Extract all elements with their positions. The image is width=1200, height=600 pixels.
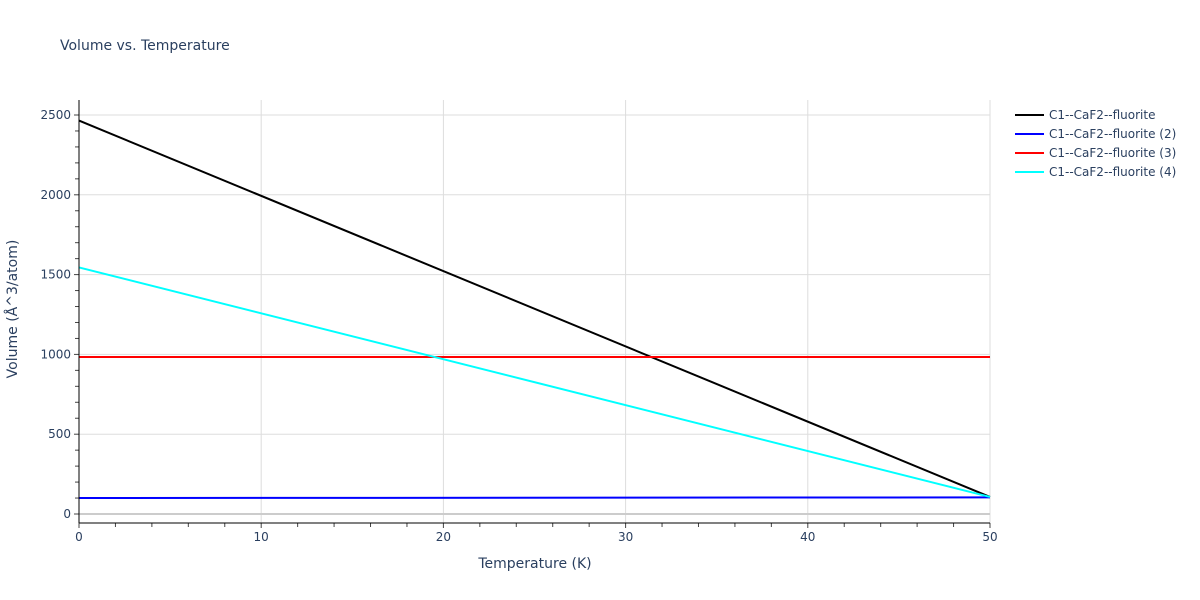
y-tick-label: 1000 (40, 347, 71, 361)
y-tick-label: 2000 (40, 188, 71, 202)
y-tick-label: 500 (48, 427, 71, 441)
y-tick-label: 1500 (40, 268, 71, 282)
x-tick-label: 20 (436, 530, 451, 544)
x-tick-label: 30 (618, 530, 633, 544)
y-tick-label: 2500 (40, 108, 71, 122)
legend-label: C1--CaF2--fluorite (2) (1049, 127, 1176, 141)
legend-label: C1--CaF2--fluorite (3) (1049, 146, 1176, 160)
legend-item-3[interactable]: C1--CaF2--fluorite (3) (1015, 146, 1176, 160)
legend-label: C1--CaF2--fluorite (1049, 108, 1155, 122)
legend: C1--CaF2--fluorite C1--CaF2--fluorite (2)… (1015, 108, 1176, 179)
legend-item-4[interactable]: C1--CaF2--fluorite (4) (1015, 165, 1176, 179)
series-line-2 (78, 496, 991, 500)
plot-series (78, 119, 991, 500)
x-tick-label: 40 (800, 530, 815, 544)
chart-title: Volume vs. Temperature (60, 38, 230, 54)
legend-item-2[interactable]: C1--CaF2--fluorite (2) (1015, 127, 1176, 141)
legend-label: C1--CaF2--fluorite (4) (1049, 165, 1176, 179)
series-line-1 (78, 119, 991, 498)
y-tick-label: 0 (63, 507, 71, 521)
x-axis-title: Temperature (K) (477, 556, 591, 572)
x-tick-label: 0 (75, 530, 83, 544)
series-line-4 (78, 266, 991, 498)
grid-lines (79, 100, 991, 523)
legend-item-1[interactable]: C1--CaF2--fluorite (1015, 108, 1155, 122)
y-axis-title: Volume (Å^3/atom) (4, 240, 21, 379)
x-tick-label: 10 (254, 530, 269, 544)
x-tick-label: 50 (982, 530, 997, 544)
